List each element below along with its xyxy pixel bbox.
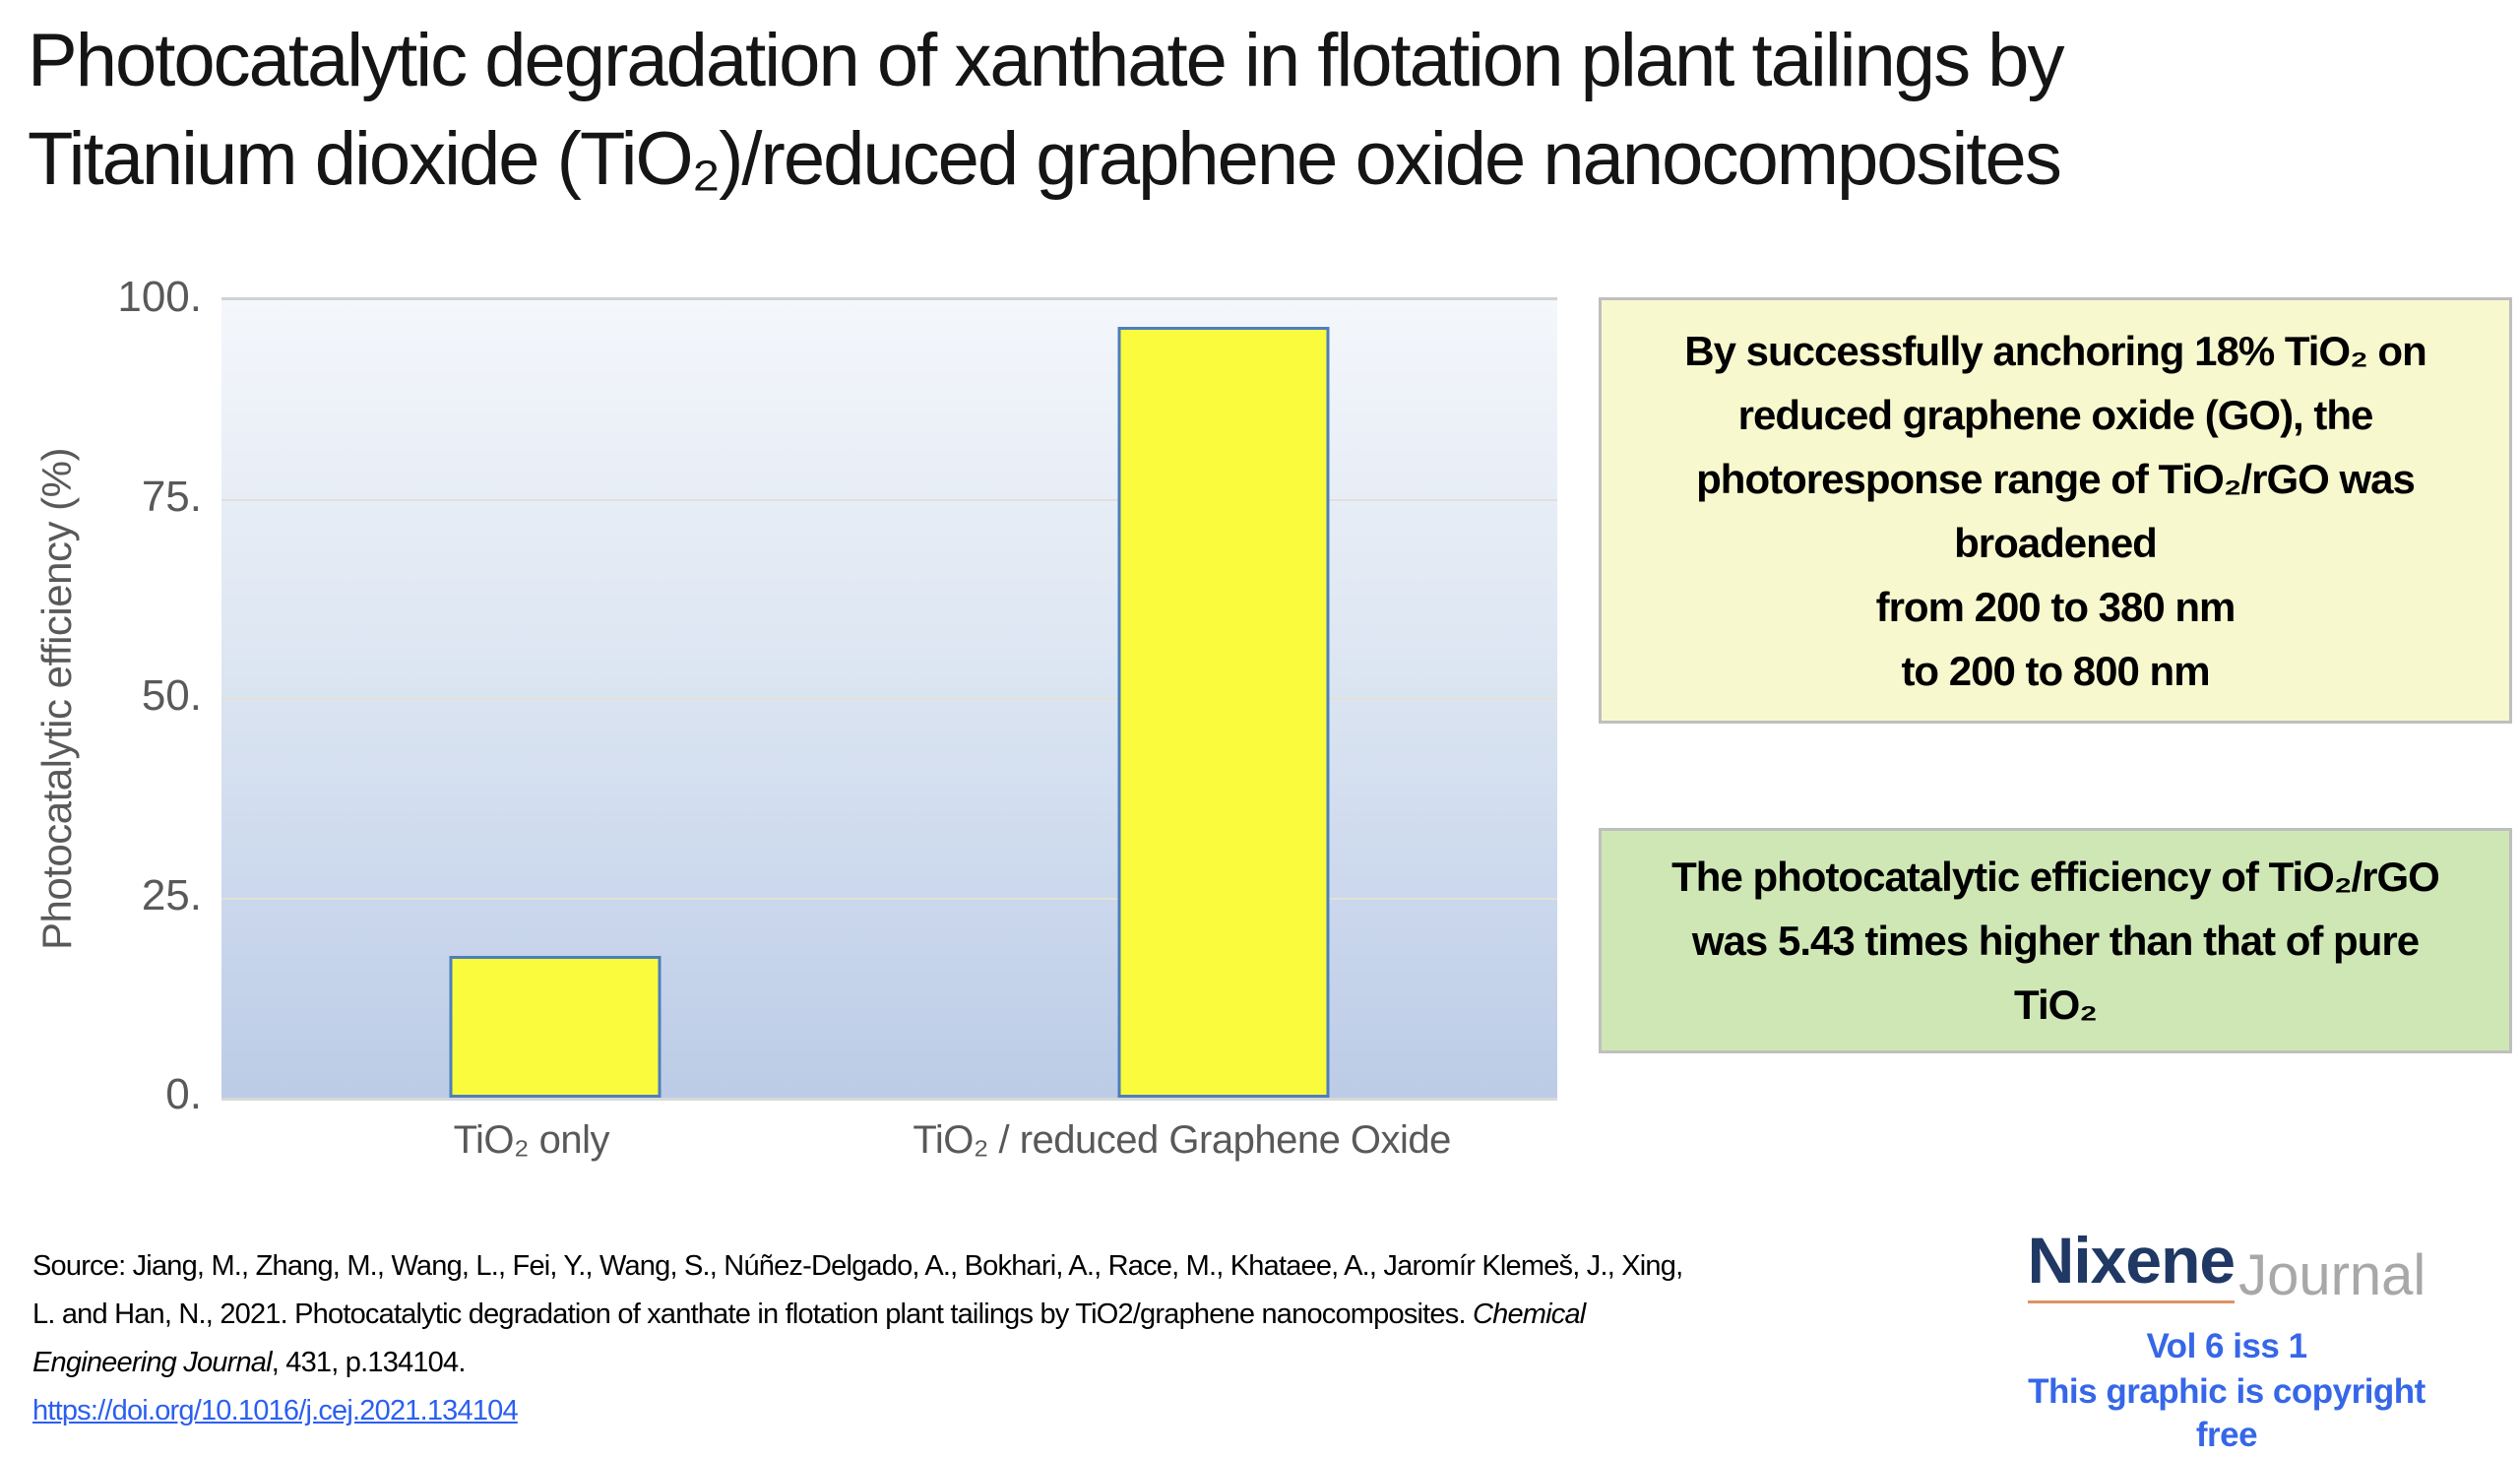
citation-line-2: L. and Han, N., 2021. Photocatalytic deg… bbox=[32, 1291, 1982, 1339]
gridline-75 bbox=[221, 498, 1557, 501]
callout-line: By successfully anchoring 18% TiO₂ on bbox=[1684, 327, 2426, 374]
callout-line: from 200 to 380 nm bbox=[1875, 583, 2236, 630]
callout-line: was 5.43 times higher than that of pure bbox=[1691, 918, 2420, 964]
y-tick-25: 25. bbox=[141, 870, 202, 919]
bar-tio2-only bbox=[449, 955, 662, 1098]
bar-tio2-rgo bbox=[1117, 326, 1330, 1098]
callout-line: photoresponse range of TiO₂/rGO was bbox=[1696, 455, 2416, 502]
gridline-50 bbox=[221, 698, 1557, 700]
callout-line: TiO₂ bbox=[2014, 982, 2098, 1028]
x-label-tio2-only: TiO₂ only bbox=[453, 1118, 610, 1162]
callout-line: to 200 to 800 nm bbox=[1901, 647, 2210, 694]
citation-journal-name-start: Chemical bbox=[1472, 1299, 1586, 1330]
page-title-line-2: Titanium dioxide (TiO₂)/reduced graphene… bbox=[28, 117, 2062, 201]
journal-wordmark: Journal bbox=[2238, 1243, 2426, 1307]
doi-link[interactable]: https://doi.org/10.1016/j.cej.2021.13410… bbox=[32, 1395, 519, 1426]
callout-line: reduced graphene oxide (GO), the bbox=[1737, 391, 2374, 438]
callout-line: The photocatalytic efficiency of TiO₂/rG… bbox=[1671, 854, 2440, 900]
volume-issue-label: Vol 6 iss 1 bbox=[2146, 1327, 2307, 1365]
y-tick-100: 100. bbox=[117, 273, 202, 321]
citation-line-1: Source: Jiang, M., Zhang, M., Wang, L., … bbox=[32, 1250, 1683, 1282]
nixene-wordmark: Nixene bbox=[2027, 1223, 2236, 1303]
nixene-journal-logo: Nixene Journal bbox=[1994, 1223, 2459, 1307]
citation-journal-name-end: Engineering Journal bbox=[32, 1347, 273, 1378]
callout-photoresponse: By successfully anchoring 18% TiO₂ on re… bbox=[1599, 297, 2512, 724]
citation-line-3: Engineering Journal, 431, p.134104. bbox=[32, 1339, 1982, 1387]
journal-branding: Nixene Journal Vol 6 iss 1 This graphic … bbox=[1994, 1223, 2459, 1457]
callout-line: broadened bbox=[1954, 519, 2158, 566]
bar-chart-plot-area bbox=[221, 297, 1557, 1101]
copyright-note: This graphic is copyright free bbox=[2028, 1372, 2426, 1454]
page-title-line-1: Photocatalytic degradation of xanthate i… bbox=[28, 19, 2064, 102]
citation-line-3-text: , 431, p.134104. bbox=[271, 1347, 467, 1378]
gridline-25 bbox=[221, 897, 1557, 900]
y-tick-50: 50. bbox=[141, 671, 202, 720]
y-tick-75: 75. bbox=[141, 472, 202, 521]
source-citation: Source: Jiang, M., Zhang, M., Wang, L., … bbox=[32, 1242, 1982, 1435]
citation-line-2-text: L. and Han, N., 2021. Photocatalytic deg… bbox=[32, 1299, 1473, 1330]
y-tick-0: 0. bbox=[165, 1070, 202, 1118]
x-label-tio2-rgo: TiO₂ / reduced Graphene Oxide bbox=[913, 1118, 1451, 1162]
y-axis-ticks: 100. 75. 50. 25. 0. bbox=[0, 273, 202, 1118]
x-axis-labels: TiO₂ only TiO₂ / reduced Graphene Oxide bbox=[221, 1118, 1557, 1177]
page-title: Photocatalytic degradation of xanthate i… bbox=[28, 12, 2064, 209]
callout-efficiency: The photocatalytic efficiency of TiO₂/rG… bbox=[1599, 828, 2512, 1053]
